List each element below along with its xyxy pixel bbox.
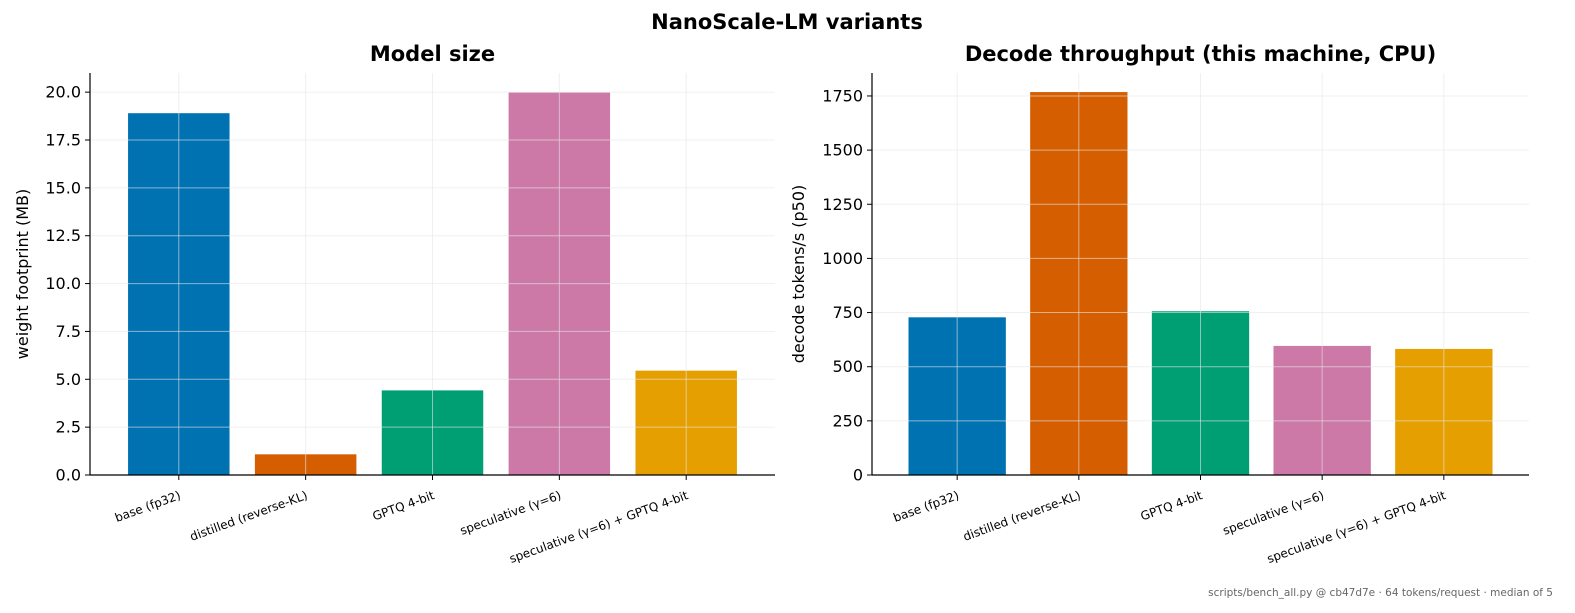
y-tick-label-6: 12.5 (45, 226, 81, 245)
y-tick-label-4: 7.5 (56, 322, 81, 341)
y-tick-label-2: 250 (832, 411, 863, 430)
x-tick-label-2: distilled (reverse-KL) (188, 488, 309, 544)
chart-title: Model size (370, 42, 495, 66)
model-size-chart: 0.0 2.5 5.0 7.5 10.0 12.5 15.0 17.5 20.0 base (fp… (13, 42, 775, 566)
decode-throughput-chart: 0 250 500 750 1000 1250 1500 1750 base (fp32) dis… (789, 42, 1529, 566)
y-tick-label-6: 1250 (822, 195, 863, 214)
x-tick-label-1: base (fp32) (891, 488, 961, 525)
y-tick-label-3: 5.0 (56, 370, 81, 389)
y-tick-label-8: 1750 (822, 86, 863, 105)
y-tick-label-1: 0 (853, 466, 863, 485)
y-tick-label-4: 750 (832, 303, 863, 322)
y-tick-label-1: 0.0 (56, 466, 81, 485)
y-tick-label-5: 10.0 (45, 274, 81, 293)
x-tick-label-3: GPTQ 4-bit (1139, 488, 1205, 523)
y-tick-label-9: 20.0 (45, 83, 81, 102)
x-tick-label-4: speculative (γ=6) (1221, 488, 1326, 538)
x-tick-label-3: GPTQ 4-bit (371, 488, 437, 523)
x-tick-label-4: speculative (γ=6) (458, 488, 563, 538)
y-tick-label-5: 1000 (822, 249, 863, 268)
y-tick-label-7: 15.0 (45, 178, 81, 197)
y-axis-label: decode tokens/s (p50) (789, 185, 808, 364)
y-tick-label-2: 2.5 (56, 418, 81, 437)
y-tick-label-7: 1500 (822, 141, 863, 160)
footer-note: scripts/bench_all.py @ cb47d7e · 64 toke… (1208, 587, 1553, 599)
x-tick-label-2: distilled (reverse-KL) (961, 488, 1082, 544)
y-tick-label-8: 17.5 (45, 131, 81, 150)
y-axis-label: weight footprint (MB) (13, 189, 32, 359)
x-tick-label-1: base (fp32) (113, 488, 183, 525)
y-tick-label-3: 500 (832, 357, 863, 376)
chart-title: Decode throughput (this machine, CPU) (965, 42, 1436, 66)
figure-title: NanoScale-LM variants (651, 10, 923, 34)
